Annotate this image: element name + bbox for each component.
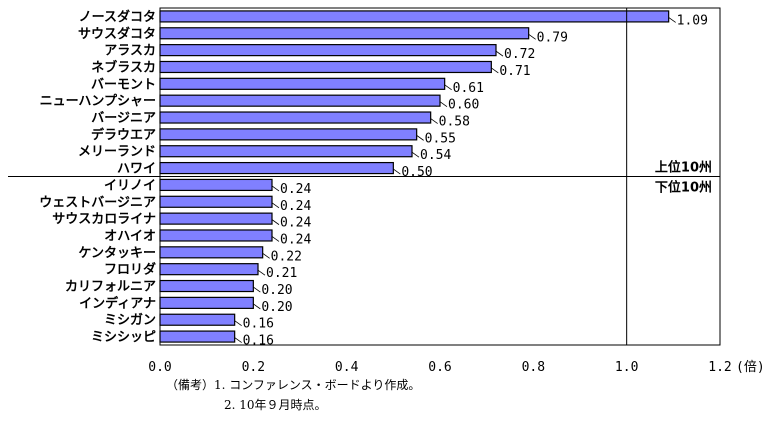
note-line-1: （備考）1. コンファレンス・ボードより作成。 [166,377,420,392]
value-leader-line [271,202,280,209]
category-label: インディアナ [79,295,156,311]
bar [159,246,264,259]
value-leader-line [271,185,280,192]
bar [159,44,497,57]
value-label: 1.09 [677,13,708,28]
value-label: 0.54 [420,148,451,163]
value-leader-line [253,303,261,310]
bar [159,60,492,74]
value-label: 0.71 [499,64,530,79]
value-label: 0.24 [280,182,311,197]
category-label: サウスダコタ [78,26,156,42]
category-label: バーモント [91,77,156,92]
category-label: メリーランド [78,145,156,160]
value-label: 0.21 [266,266,297,281]
bar [159,10,670,23]
bar [159,128,418,141]
group-label-top: 上位10州 [655,160,712,176]
value-leader-line [234,337,242,343]
bar [159,94,441,107]
note-line-2: 2. 10年９月時点。 [224,398,327,412]
value-leader-line [430,118,438,124]
bar [159,161,394,175]
category-label: オハイオ [104,229,156,244]
bar [159,212,273,225]
plot-frame [8,7,721,346]
value-label: 0.16 [243,334,274,349]
value-leader-line [257,269,266,276]
value-leader-line [234,320,242,327]
x-unit-label: (倍) [736,360,765,375]
value-leader-line [271,219,280,225]
x-tick-label: 0.0 [148,360,171,375]
category-label: サウスカロライナ [52,212,156,227]
bar [159,145,413,158]
value-leader-line [253,286,261,293]
value-leader-line [668,17,676,23]
value-leader-line [528,33,536,40]
category-label: ミシシッピ [91,330,156,345]
x-tick-label: 1.0 [615,360,638,375]
bar [159,313,236,326]
category-label: デラウエア [91,127,156,143]
value-leader-line [271,236,280,242]
value-labels: 1.09 0.790.72 0.71 0.61 0.60 0.580.55 0.54 0.50… [234,13,708,349]
bar [159,296,254,309]
x-tick-label: 0.4 [335,360,359,375]
x-tick-label: 0.8 [522,360,545,375]
value-label: 0.20 [261,300,292,315]
value-leader-line [262,252,270,259]
value-leader-line [439,101,448,108]
bar [159,330,236,343]
value-leader-line [393,168,401,175]
category-label: ミシガン [104,313,156,328]
value-leader-line [444,84,452,91]
value-leader-line [411,151,420,158]
bar [159,178,273,192]
value-label: 0.50 [401,165,432,180]
value-label: 0.55 [425,131,456,146]
x-tick-label: 0.6 [428,360,451,375]
bar [159,77,446,90]
category-label: イリノイ [104,178,156,193]
value-label: 0.24 [280,199,311,214]
value-label: 0.61 [453,81,484,96]
category-label: アラスカ [104,44,156,59]
category-label: フロリダ [104,262,156,278]
x-tick-label: 1.2 [708,360,731,375]
bar [159,27,530,40]
bar [159,279,254,293]
value-label: 0.72 [504,47,535,62]
category-label: ネブラスカ [91,59,156,75]
value-label: 0.58 [439,115,470,130]
value-leader-line [416,135,424,141]
bar [159,229,273,242]
x-tick-labels: 0.0 0.2 0.4 0.6 0.8 1.0 1.2 [148,360,731,375]
category-label: ニューハンプシャー [40,94,156,109]
category-label: ウェストバージニア [39,195,156,210]
value-label: 0.22 [271,249,302,264]
value-label: 0.24 [280,216,311,231]
value-leader-line [495,50,504,57]
bar [159,263,259,276]
value-label: 0.60 [448,98,479,113]
category-labels: ノースダコタサウスダコタアラスカネブラスカバーモントニューハンプシャーバージニア… [39,9,156,345]
category-label: ケンタッキー [78,246,156,261]
bar [159,195,273,208]
category-label: ノースダコタ [79,9,156,25]
category-label: バージニア [91,111,156,126]
value-label: 0.24 [280,232,311,247]
value-label: 0.16 [243,317,274,332]
category-label: ハワイ [117,162,156,177]
value-label: 0.20 [261,283,292,298]
group-label-bottom: 下位10州 [655,180,712,196]
x-tick-label: 0.2 [242,360,265,375]
bars [159,10,670,343]
bar [159,111,432,124]
value-label: 0.79 [537,30,568,45]
value-leader-line [491,67,499,74]
category-label: カリフォルニア [65,280,156,295]
